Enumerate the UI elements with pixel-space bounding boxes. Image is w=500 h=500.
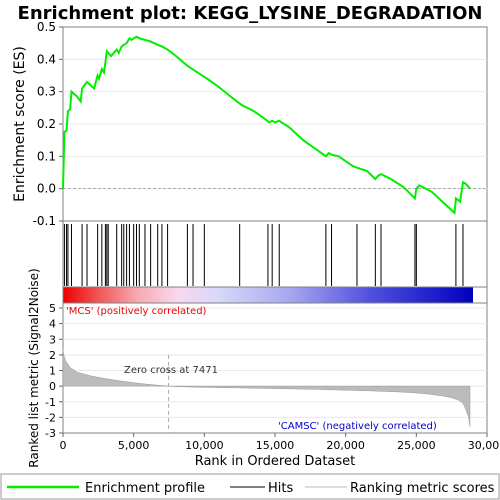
metric-y-tick-label: 0 [49, 380, 56, 393]
chart-title: Enrichment plot: KEGG_LYSINE_DEGRADATION [18, 3, 483, 24]
x-tick-label: 30,000 [468, 439, 500, 452]
legend-metric-label: Ranking metric scores [350, 481, 495, 496]
ranking-metric-area [62, 348, 471, 427]
x-tick-label: 25,000 [397, 439, 436, 452]
x-tick-label: 10,000 [185, 439, 224, 452]
es-tick-label: 0.1 [37, 149, 56, 163]
legend-enrichment-label: Enrichment profile [85, 481, 205, 496]
es-y-axis-label: Enrichment score (ES) [12, 46, 28, 202]
x-axis-label: Rank in Ordered Dataset [195, 454, 356, 469]
metric-panel-frame [62, 302, 488, 434]
x-tick-label: 0 [60, 439, 67, 452]
metric-y-tick-label: 3 [49, 333, 56, 346]
x-tick-label: 15,000 [256, 439, 295, 452]
metric-x-ticks: 0 5,000 10,000 15,000 20,000 25,000 30,000 [60, 433, 500, 452]
es-tick-label: 0.0 [37, 182, 56, 196]
x-tick-label: 20,000 [326, 439, 365, 452]
es-tick-label: 0.4 [37, 52, 56, 66]
positive-correlation-label: 'MCS' (positively correlated) [66, 306, 207, 317]
metric-y-tick-label: 2 [49, 349, 56, 362]
metric-y-axis-label: Ranked list metric (Signal2Noise) [27, 268, 41, 467]
zero-cross-label: Zero cross at 7471 [124, 365, 218, 376]
metric-y-ticks: -3 -2 -1 0 1 2 3 4 5 [45, 302, 63, 440]
negative-correlation-label: 'CAMSC' (negatively correlated) [278, 421, 437, 432]
es-tick-label: 0.2 [37, 117, 56, 131]
legend-hits-label: Hits [268, 481, 293, 496]
es-tick-label: -0.1 [33, 214, 56, 228]
es-tick-label: 0.3 [37, 85, 56, 99]
es-y-ticks: -0.1 0.0 0.1 0.2 0.3 0.4 0.5 [33, 20, 63, 228]
x-tick-label: 5,000 [118, 439, 150, 452]
metric-y-tick-label: 1 [49, 365, 56, 378]
metric-y-tick-label: -2 [45, 411, 56, 424]
metric-y-tick-label: 4 [49, 318, 56, 331]
rank-color-bar [63, 287, 473, 303]
metric-y-tick-label: -3 [45, 427, 56, 440]
metric-y-tick-label: -1 [45, 396, 56, 409]
enrichment-profile-line [62, 35, 471, 216]
hits-markers [63, 224, 464, 286]
es-tick-label: 0.5 [37, 20, 56, 34]
metric-y-tick-label: 5 [49, 302, 56, 315]
